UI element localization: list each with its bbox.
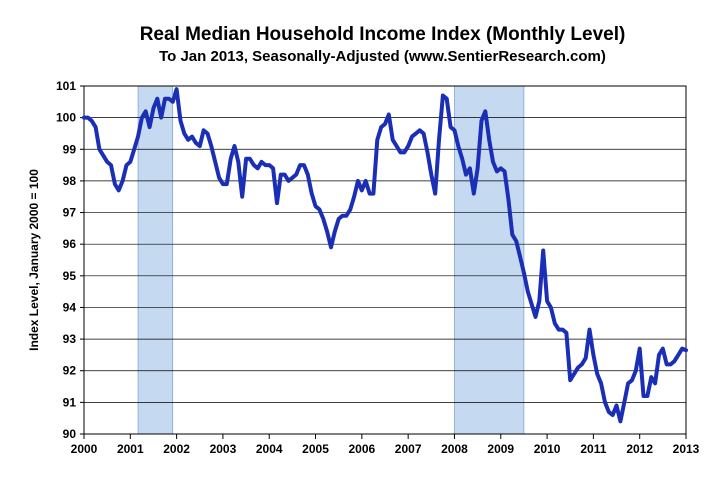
x-axis-ticks: 2000 2001 2002 2003 2004 2005 2006 2007 2008 2009…: [71, 434, 700, 456]
plot-area-frame: [83, 85, 687, 435]
x-tick-label-2003: 2003: [210, 442, 237, 456]
x-tick-label-2008: 2008: [441, 442, 468, 456]
y-tick-label-95: 95: [63, 269, 77, 283]
y-tick-label-101: 101: [56, 79, 76, 93]
x-tick-label-2000: 2000: [71, 442, 98, 456]
x-tick-label-2009: 2009: [487, 442, 514, 456]
y-tick-label-98: 98: [63, 174, 77, 188]
y-tick-label-96: 96: [63, 237, 77, 251]
y-tick-label-93: 93: [63, 332, 77, 346]
x-tick-label-2013: 2013: [673, 442, 700, 456]
x-tick-label-2001: 2001: [117, 442, 144, 456]
y-tick-label-92: 92: [63, 364, 77, 378]
y-tick-label-91: 91: [63, 395, 77, 409]
x-tick-label-2006: 2006: [348, 442, 375, 456]
y-tick-label-97: 97: [63, 206, 77, 220]
x-tick-label-2007: 2007: [395, 442, 422, 456]
recession-band-1: [137, 85, 174, 435]
series-line-1: [82, 87, 688, 424]
chart-subtitle: To Jan 2013, Seasonally-Adjusted (www.Se…: [159, 48, 606, 65]
y-tick-label-94: 94: [63, 300, 77, 314]
recession-shading: [137, 85, 525, 435]
y-axis-label: Index Level, January 2000 = 100: [27, 169, 41, 351]
y-tick-label-100: 100: [56, 111, 76, 125]
x-tick-label-2004: 2004: [256, 442, 283, 456]
x-tick-label-2012: 2012: [626, 442, 653, 456]
series-layer: [82, 87, 688, 424]
chart-title: Real Median Household Income Index (Mont…: [139, 24, 626, 45]
x-tick-label-2005: 2005: [302, 442, 329, 456]
y-axis-ticks: 90 91 92 93 94 95 96 97 98 99 100 101: [56, 79, 84, 441]
y-tick-label-90: 90: [63, 427, 77, 441]
y-tick-label-99: 99: [63, 142, 77, 156]
x-tick-label-2011: 2011: [580, 442, 606, 456]
x-tick-label-2010: 2010: [534, 442, 561, 456]
x-tick-label-2002: 2002: [163, 442, 190, 456]
gridlines: [84, 85, 686, 435]
